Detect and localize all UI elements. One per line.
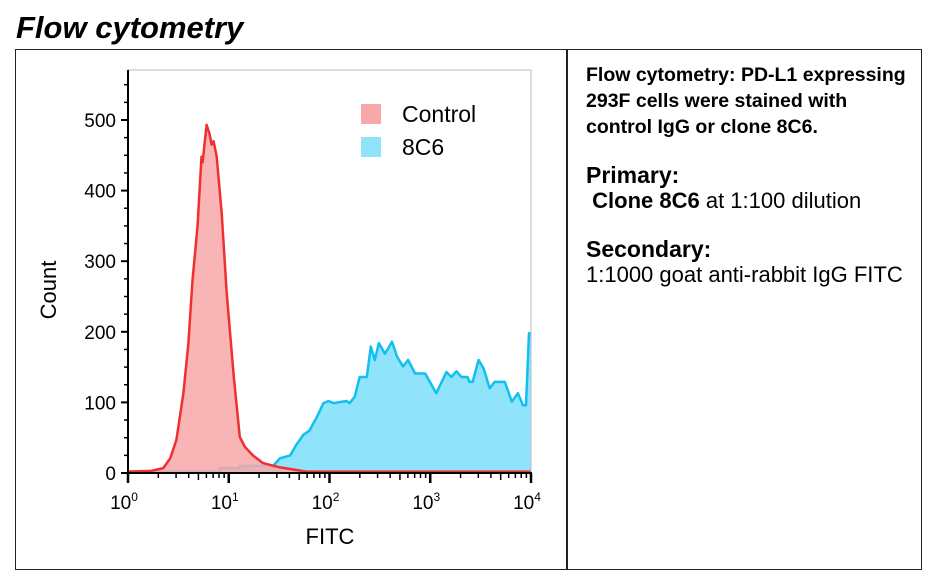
y-axis-label: Count (36, 261, 61, 320)
series-8c6-area (128, 333, 531, 473)
y-tick-label: 100 (84, 393, 116, 414)
legend-label-8c6: 8C6 (402, 134, 444, 160)
x-tick-exponent: 1 (232, 490, 239, 504)
primary-heading: Primary: (586, 162, 680, 188)
legend-swatch-8c6 (361, 137, 381, 157)
series-8c6-line (128, 331, 531, 473)
x-tick-label: 104 (513, 490, 541, 514)
x-tick-exponent: 4 (534, 490, 541, 504)
x-tick-label: 103 (412, 490, 440, 514)
x-tick-exponent: 3 (433, 490, 440, 504)
x-tick-label: 102 (312, 490, 340, 514)
x-tick-exponent: 2 (333, 490, 340, 504)
x-tick-exponent: 0 (131, 490, 138, 504)
primary-dilution: at 1:100 dilution (699, 188, 862, 213)
secondary-heading: Secondary: (586, 236, 712, 262)
primary-antibody: Clone 8C6 (592, 188, 700, 213)
secondary-text: 1:1000 goat anti-rabbit IgG FITC (586, 262, 903, 287)
y-tick-label: 0 (105, 464, 116, 485)
y-tick-label: 400 (84, 182, 116, 203)
x-tick-label: 101 (211, 490, 239, 514)
primary-text: Clone 8C6 at 1:100 dilution (586, 188, 916, 214)
series-control-area (128, 124, 531, 474)
x-tick-label: 100 (110, 490, 138, 514)
legend-label-control: Control (402, 101, 476, 127)
series-control-line (127, 123, 531, 473)
x-axis-label: FITC (306, 524, 355, 549)
figure-frame (15, 49, 922, 570)
figure-description: Flow cytometry: PD-L1 expressing 293F ce… (586, 64, 906, 138)
y-tick-label: 500 (84, 111, 116, 132)
legend-swatch-control (361, 104, 381, 124)
page-title: Flow cytometry (16, 10, 244, 45)
y-tick-label: 300 (84, 252, 116, 273)
notes-panel: Flow cytometry: PD-L1 expressing 293F ce… (586, 62, 916, 288)
panel-divider (566, 49, 568, 570)
y-tick-label: 200 (84, 323, 116, 344)
